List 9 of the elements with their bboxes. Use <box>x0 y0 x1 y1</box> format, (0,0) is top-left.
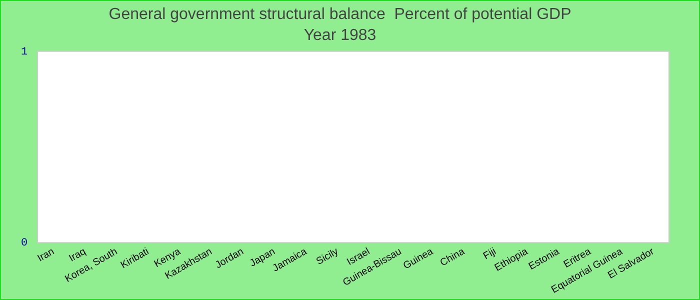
x-tick-label: Sicily <box>314 246 340 268</box>
x-tick-label: China <box>438 246 468 269</box>
x-tick-label: Iraq <box>67 246 88 264</box>
y-tick-label: 1 <box>20 46 28 58</box>
x-tick-label: Iran <box>36 246 56 264</box>
chart-title: General government structural balance Percent of potential GDP <box>108 6 572 24</box>
y-tick-label: 0 <box>20 237 28 250</box>
chart-subtitle: Year 1983 <box>304 27 376 44</box>
x-tick-label: Fiji <box>482 246 498 262</box>
